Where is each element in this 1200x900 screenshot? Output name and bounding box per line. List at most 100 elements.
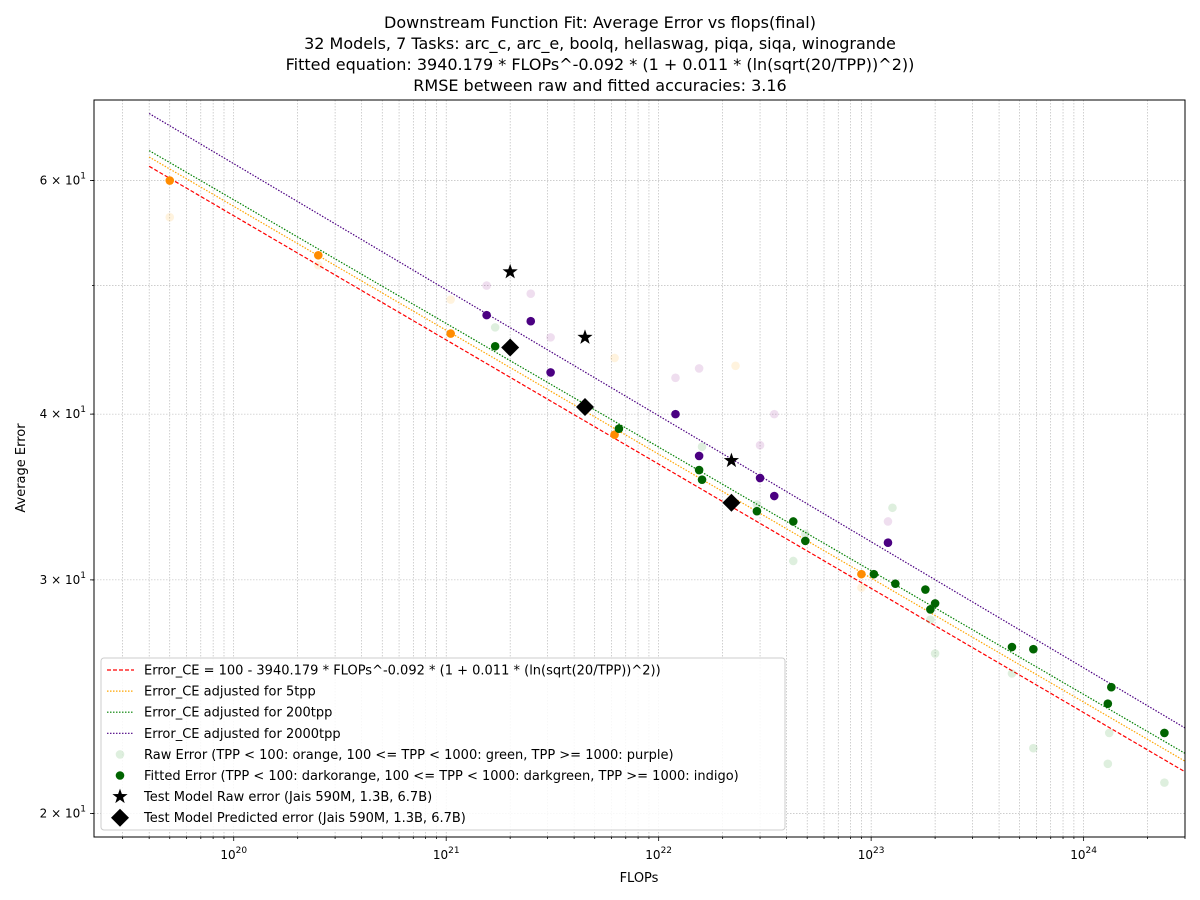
raw-error-point — [788, 556, 798, 566]
fitted-error-point — [891, 579, 900, 589]
legend-label: Error_CE adjusted for 2000tpp — [144, 727, 341, 742]
legend-label: Error_CE adjusted for 200tpp — [144, 706, 332, 721]
legend-label: Fitted Error (TPP < 100: darkorange, 100… — [144, 769, 739, 784]
fitted-error-point — [694, 465, 704, 475]
fitted-error-point — [614, 424, 624, 434]
fitted-error-point — [752, 506, 762, 516]
legend-fitted-marker — [115, 771, 125, 780]
fitted-error-point — [694, 451, 704, 461]
legend-label: Raw Error (TPP < 100: orange, 100 <= TPP… — [144, 748, 674, 763]
fitted-error-point — [869, 569, 879, 579]
raw-error-point — [731, 361, 740, 371]
raw-error-point — [526, 289, 536, 298]
fitted-error-point — [1107, 682, 1116, 692]
fitted-error-point — [788, 517, 798, 526]
fitted-error-point — [1029, 644, 1038, 654]
chart-title-line-1: Downstream Function Fit: Average Error v… — [384, 13, 816, 32]
test-predicted-diamond — [575, 397, 594, 416]
fitted-error-point — [313, 250, 323, 260]
raw-error-point — [1007, 669, 1017, 678]
fit-line-0 — [148, 165, 1185, 773]
raw-error-point — [1029, 743, 1038, 753]
raw-error-point — [1103, 759, 1113, 769]
legend-label: Test Model Predicted error (Jais 590M, 1… — [143, 811, 466, 826]
raw-error-point — [801, 529, 810, 539]
raw-error-point — [546, 333, 555, 342]
raw-error-point — [482, 281, 491, 290]
fit-lines — [148, 113, 1185, 773]
raw-error-point — [313, 260, 323, 270]
plot-frame — [93, 99, 1186, 838]
raw-error-point — [671, 373, 680, 383]
x-tick-label: 1022 — [645, 846, 672, 862]
fit-line-3 — [148, 113, 1185, 729]
chart-title-line-2: 32 Models, 7 Tasks: arc_c, arc_e, boolq,… — [304, 34, 896, 53]
raw-error-point — [883, 517, 893, 526]
fitted-error-point — [926, 605, 935, 614]
axis-ticks: 1020 1021 1022 1023 1024 2 × 101 3 × 101 4 × 10… — [40, 172, 1186, 862]
raw-error-point — [694, 364, 704, 373]
fitted-error-point — [490, 341, 500, 351]
raw-error-point — [490, 323, 500, 332]
test-predicted-diamond — [722, 493, 741, 512]
legend-star-marker — [112, 788, 128, 804]
raw-error-point — [610, 353, 619, 363]
fitted-error-point — [769, 491, 779, 501]
fitted-error-point — [1103, 699, 1113, 708]
test-predicted-diamond — [501, 338, 520, 357]
grid — [94, 100, 1186, 837]
fitted-error-point — [165, 176, 175, 185]
x-tick-label: 1020 — [220, 846, 247, 862]
raw-error-point — [697, 442, 707, 452]
legend-raw-marker — [115, 750, 125, 759]
fitted-error-point — [482, 310, 491, 320]
fitted-error-point — [930, 599, 940, 608]
raw-error-point — [755, 440, 765, 450]
x-tick-label: 1021 — [433, 846, 460, 862]
fitted-error-point — [671, 409, 680, 419]
fit-line-1 — [148, 156, 1185, 762]
legend-label: Error_CE adjusted for 5tpp — [144, 685, 316, 700]
legend-label: Error_CE = 100 - 3940.179 * FLOPs^-0.092… — [144, 664, 661, 679]
raw-error-point — [926, 615, 935, 624]
y-tick-label: 3 × 101 — [40, 571, 86, 587]
test-raw-star — [577, 329, 593, 344]
legend-label: Test Model Raw error (Jais 590M, 1.3B, 6… — [143, 790, 432, 805]
raw-error-point — [930, 649, 940, 658]
raw-error-point — [857, 583, 866, 592]
raw-error-point — [888, 503, 897, 513]
fitted-error-point — [446, 329, 455, 338]
y-tick-label: 2 × 101 — [40, 804, 86, 820]
x-tick-label: 1024 — [1070, 846, 1097, 862]
chart-title-line-4: RMSE between raw and fitted accuracies: … — [413, 76, 787, 95]
fitted-error-point — [526, 316, 536, 326]
raw-error-point — [446, 295, 455, 304]
fitted-error-point — [883, 538, 893, 547]
raw-error-point — [165, 212, 175, 222]
fitted-error-point — [697, 475, 707, 484]
fitted-error-point — [921, 585, 930, 594]
x-axis-label: FLOPs — [620, 871, 659, 886]
raw-error-point — [1104, 728, 1114, 738]
legend-diamond-marker — [111, 808, 129, 827]
legend: Error_CE = 100 - 3940.179 * FLOPs^-0.092… — [100, 657, 786, 831]
legend-box — [100, 657, 786, 831]
fitted-error-point — [610, 430, 619, 439]
y-tick-label: 6 × 101 — [40, 172, 86, 188]
fitted-error-point — [801, 536, 810, 546]
x-tick-label: 1023 — [858, 846, 885, 862]
fitted-error-point — [1160, 728, 1169, 738]
fitted-error-point — [857, 569, 866, 579]
fitted-error-point — [546, 368, 555, 377]
test-raw-star — [502, 263, 518, 279]
data-points — [165, 176, 1169, 787]
fitted-error-point — [1007, 642, 1017, 652]
fitted-error-point — [755, 473, 765, 483]
test-raw-star — [723, 452, 740, 468]
y-tick-label: 4 × 101 — [40, 405, 86, 421]
raw-error-point — [1160, 778, 1169, 787]
raw-error-point — [752, 500, 762, 509]
raw-error-point — [769, 409, 779, 419]
y-axis-label: Average Error — [14, 423, 29, 513]
